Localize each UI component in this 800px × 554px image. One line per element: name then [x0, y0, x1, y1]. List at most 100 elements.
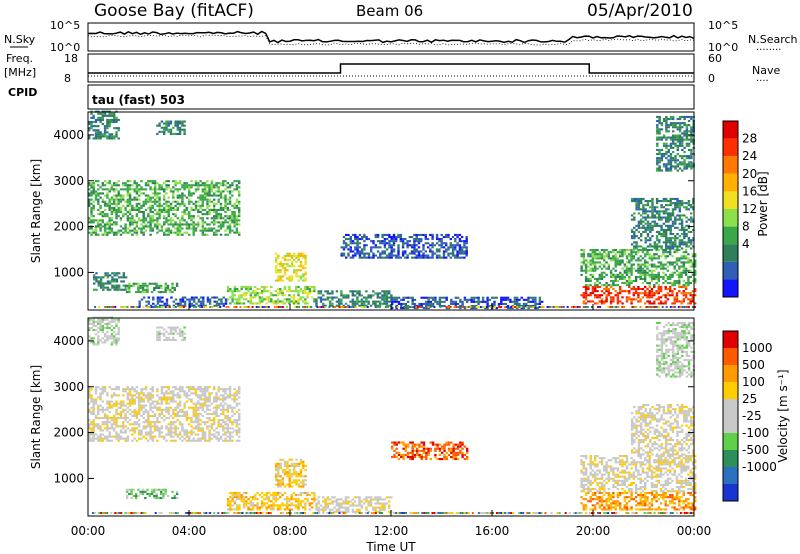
velocity-cell	[113, 335, 116, 338]
power-cell	[122, 184, 125, 187]
velocity-cell	[88, 335, 91, 338]
velocity-cell	[172, 338, 175, 341]
power-cell	[299, 288, 302, 291]
power-cell	[258, 292, 262, 295]
velocity-cell	[110, 427, 114, 430]
power-cell	[376, 250, 380, 253]
power-cell	[141, 286, 145, 289]
power-cell	[197, 298, 200, 301]
power-cell	[224, 229, 227, 232]
power-cell	[92, 114, 95, 117]
power-cell	[628, 271, 631, 274]
power-cell	[635, 208, 638, 211]
power-cell	[172, 225, 175, 228]
velocity-cell	[110, 406, 114, 409]
velocity-cell	[131, 402, 134, 405]
power-cell	[656, 163, 659, 166]
power-cell	[263, 288, 266, 291]
power-cell	[92, 200, 95, 203]
power-cell	[500, 306, 503, 308]
power-cell	[614, 265, 617, 268]
power-cell	[681, 155, 684, 158]
power-cell	[331, 290, 334, 293]
power-cell	[320, 306, 323, 308]
power-cell	[106, 196, 109, 199]
power-cell	[662, 118, 666, 121]
power-cell	[92, 206, 95, 209]
power-cell	[281, 263, 285, 266]
power-cell	[166, 286, 170, 289]
power-cell	[322, 306, 325, 308]
power-cell	[183, 300, 187, 303]
velocity-cell	[90, 396, 93, 399]
power-cell	[429, 302, 432, 305]
power-cell	[639, 255, 642, 258]
power-cell	[391, 300, 394, 303]
power-cell	[628, 285, 631, 288]
power-cell	[213, 304, 216, 307]
power-cell	[115, 278, 119, 281]
velocity-cell	[122, 402, 125, 405]
power-cell	[413, 244, 416, 247]
power-cell	[128, 288, 131, 291]
velocity-cell	[88, 425, 91, 428]
velocity-cell	[90, 437, 93, 440]
power-cell	[126, 200, 129, 203]
power-cell	[295, 300, 298, 303]
velocity-cell	[101, 326, 104, 329]
power-cell	[88, 231, 91, 234]
power-cell	[413, 248, 416, 251]
power-cell	[600, 275, 604, 278]
velocity-cell	[185, 435, 189, 438]
power-cell	[664, 300, 667, 303]
power-cell	[607, 251, 610, 254]
power-cell	[687, 138, 691, 141]
power-cell	[531, 298, 535, 301]
power-cell	[144, 284, 147, 287]
power-cell	[365, 238, 368, 241]
power-cell	[153, 288, 156, 291]
power-cell	[183, 302, 187, 305]
power-cell	[281, 267, 285, 270]
power-cell	[656, 144, 659, 147]
power-cell	[640, 235, 643, 238]
power-cell	[646, 235, 650, 238]
power-cell	[445, 233, 448, 236]
power-cell	[685, 128, 689, 131]
velocity-cell	[88, 433, 91, 436]
velocity-cell	[194, 425, 198, 428]
power-cell	[256, 288, 259, 291]
velocity-cell	[178, 396, 182, 399]
power-cell	[383, 233, 387, 236]
power-cell	[342, 236, 346, 239]
power-cell	[591, 267, 595, 270]
power-cell	[667, 224, 670, 227]
velocity-cell	[194, 414, 198, 417]
power-cell	[656, 120, 659, 123]
power-cell	[138, 211, 141, 214]
velocity-cell	[160, 425, 164, 428]
power-cell	[163, 182, 166, 185]
power-cell	[231, 294, 234, 297]
power-cell	[167, 223, 170, 226]
power-cell	[374, 306, 377, 308]
power-cell	[607, 253, 610, 256]
power-cell	[104, 272, 107, 275]
power-cell	[122, 227, 125, 230]
power-cell	[609, 280, 613, 283]
velocity-cell	[176, 406, 179, 409]
power-cell	[662, 142, 666, 145]
power-cell	[684, 285, 688, 288]
power-cell	[518, 302, 521, 305]
power-cell	[522, 302, 526, 305]
velocity-cell	[147, 410, 150, 413]
power-cell	[151, 229, 154, 232]
power-cell	[598, 251, 601, 254]
power-cell	[169, 221, 173, 224]
freq-panel-frame	[87, 53, 695, 83]
power-cell	[671, 220, 675, 223]
power-cell	[678, 275, 681, 278]
velocity-cell	[160, 412, 164, 415]
power-cell	[616, 284, 620, 287]
power-cell	[133, 196, 136, 199]
